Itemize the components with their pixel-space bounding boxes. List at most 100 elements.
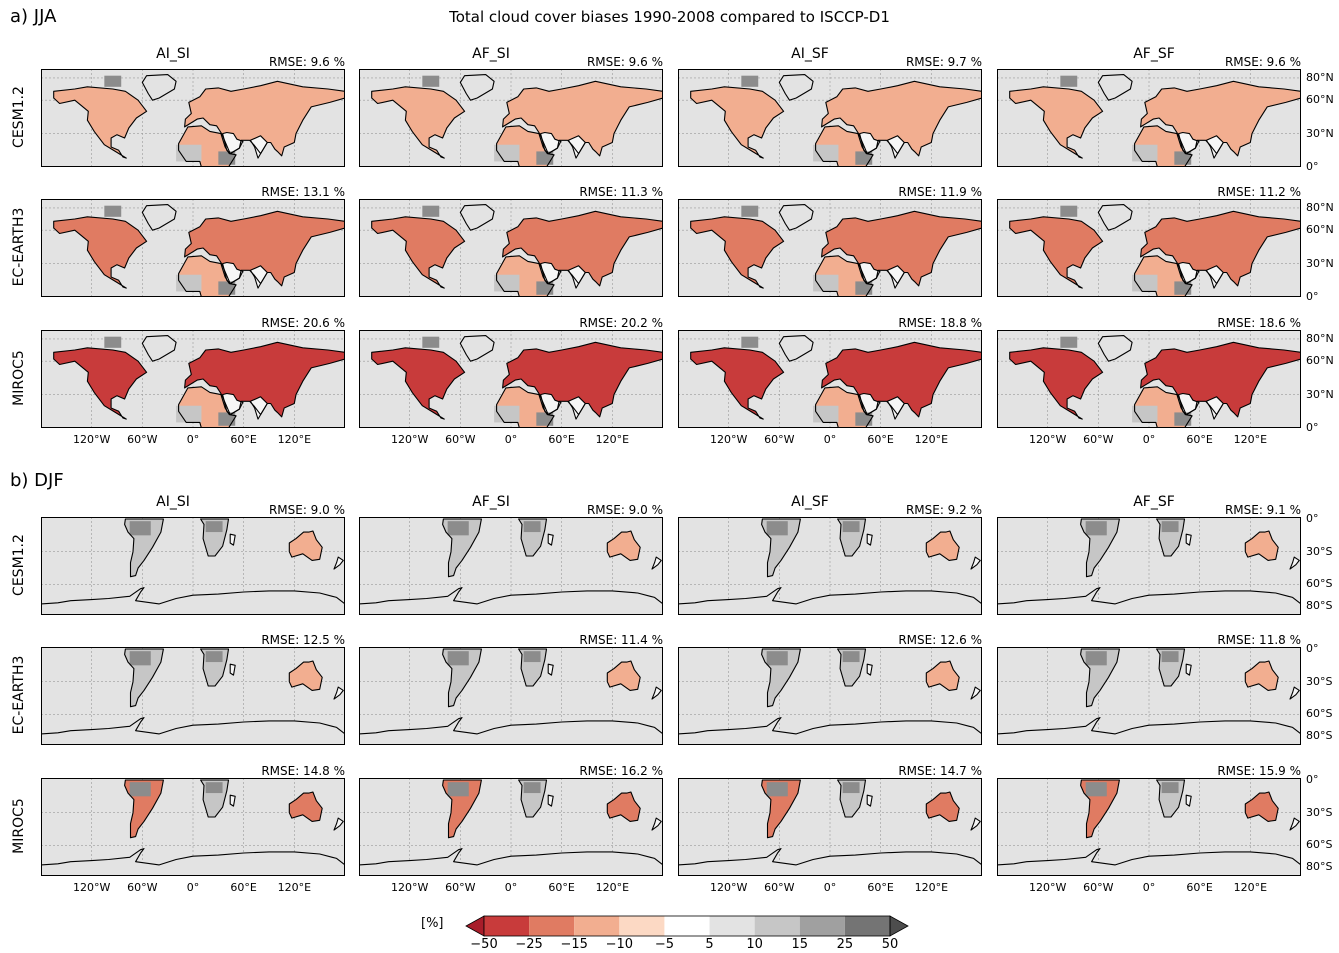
column-title: AI_SF <box>791 494 829 510</box>
longitude-tick-label: 120°W <box>390 433 429 446</box>
landmass-australia <box>926 531 960 561</box>
coastline <box>1205 265 1224 289</box>
column-title: AF_SI <box>472 494 510 510</box>
latitude-tick-label: 30°N <box>1306 256 1334 270</box>
bias-patch <box>813 144 839 162</box>
longitude-tick-label: 0° <box>823 881 837 894</box>
map-panel <box>41 199 345 297</box>
coastline <box>925 791 960 822</box>
coastline <box>1156 648 1186 687</box>
panel-frame <box>359 330 663 428</box>
landmass-namerica <box>53 216 147 289</box>
coastline <box>53 216 148 289</box>
coastline <box>496 255 555 297</box>
longitude-tick-label: 0° <box>504 433 518 446</box>
landmass-greenland <box>779 335 814 362</box>
longitude-tick-label: 0° <box>186 881 200 894</box>
rmse-label: RMSE: 12.5 % <box>261 633 345 647</box>
coastline <box>371 86 466 159</box>
panel-frame <box>678 199 982 297</box>
coastline <box>866 533 873 546</box>
panel-frame <box>678 69 982 167</box>
coastline <box>678 717 982 745</box>
colorbar-strip <box>465 915 909 937</box>
coastline <box>200 648 230 687</box>
bias-patch <box>1060 75 1078 87</box>
coastline <box>1244 530 1279 561</box>
panel-frame <box>678 330 982 428</box>
bias-patch <box>218 281 236 295</box>
coastline <box>359 848 663 876</box>
colorbar-extend-low <box>465 915 485 937</box>
latitude-tick-label: 60°N <box>1306 223 1334 237</box>
panel-frame <box>41 517 345 615</box>
coastline <box>567 265 586 289</box>
map-panel <box>997 778 1301 876</box>
longitude-tick-label: 60°W <box>764 881 795 894</box>
colorbar-segment <box>664 916 710 936</box>
landmass-newzealand <box>652 687 662 700</box>
bias-patch <box>536 151 554 165</box>
bias-patch <box>1085 521 1107 536</box>
bias-patch <box>523 782 541 794</box>
bias-patch <box>813 405 839 423</box>
coastline <box>442 779 482 839</box>
colorbar-tick-label: 10 <box>746 937 763 952</box>
map-panel <box>359 647 663 745</box>
panel-frame <box>997 330 1301 428</box>
latitude-tick-label: 60°S <box>1306 838 1333 852</box>
bias-patch <box>104 336 122 348</box>
colorbar-segment <box>709 916 755 936</box>
longitude-tick-label: 120°E <box>1233 881 1268 894</box>
map-panel <box>678 199 982 297</box>
rmse-label: RMSE: 9.0 % <box>586 503 663 517</box>
landmass-newzealand <box>971 687 981 700</box>
latitude-tick-label: 30°N <box>1306 126 1334 140</box>
map-panel <box>41 647 345 745</box>
bias-patch <box>176 144 202 162</box>
coastline <box>690 86 785 159</box>
latitude-tick-label: 60°N <box>1306 93 1334 107</box>
map-panel <box>359 69 663 167</box>
coastline <box>1097 204 1133 231</box>
landmass-australia <box>607 792 641 822</box>
panel-frame <box>997 647 1301 745</box>
bias-patch <box>129 782 151 797</box>
landmass-greenland <box>1098 74 1133 101</box>
panel-frame <box>359 647 663 745</box>
panel-frame <box>997 517 1301 615</box>
model-label: CESM1.2 <box>11 86 27 148</box>
coastline <box>518 648 548 687</box>
landmass-antarctica <box>41 848 345 876</box>
bias-patch <box>536 281 554 295</box>
coastline <box>651 556 662 570</box>
coastline <box>866 663 873 676</box>
bias-patch <box>494 274 520 292</box>
colorbar-tick-label: −10 <box>605 937 634 952</box>
coastline <box>778 335 814 362</box>
coastline <box>1080 779 1120 839</box>
latitude-tick-label: 60°N <box>1306 354 1334 368</box>
map-panel <box>997 647 1301 745</box>
bias-patch <box>1085 782 1107 797</box>
landmass-antarctica <box>41 717 345 745</box>
coastline <box>970 556 981 570</box>
colorbar-tick-label: −50 <box>470 937 498 952</box>
panel-frame <box>678 647 982 745</box>
coastline <box>886 135 905 159</box>
bias-patch <box>447 521 469 536</box>
map-panel <box>997 517 1301 615</box>
coastline <box>41 587 345 615</box>
colorbar-segment <box>799 916 845 936</box>
landmass-namerica <box>1009 216 1103 289</box>
landmass-india <box>887 396 905 420</box>
landmass-australia <box>289 661 323 691</box>
coastline <box>547 533 554 546</box>
coastline <box>859 261 881 285</box>
rmse-label: RMSE: 14.7 % <box>898 764 982 778</box>
coastline <box>1185 794 1192 807</box>
coastline <box>1289 556 1300 570</box>
landmass-antarctica <box>997 848 1301 876</box>
coastline <box>459 204 495 231</box>
coastline <box>124 648 164 708</box>
